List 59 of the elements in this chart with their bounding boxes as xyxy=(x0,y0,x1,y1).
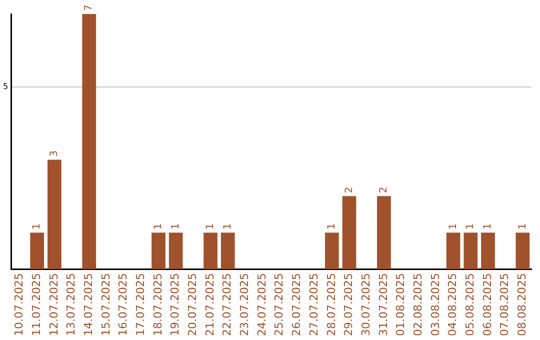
x-tick-label: 01.08.2025 xyxy=(394,273,408,336)
x-tick-label: 28.07.2025 xyxy=(324,273,338,336)
x-tick-label: 07.08.2025 xyxy=(498,273,512,336)
bar xyxy=(377,196,391,270)
x-tick-label: 29.07.2025 xyxy=(342,273,356,336)
x-tick-label: 10.07.2025 xyxy=(12,273,26,336)
bar xyxy=(342,196,356,270)
x-tick-label: 15.07.2025 xyxy=(99,273,112,336)
bar xyxy=(481,232,495,270)
x-tick-label: 06.08.2025 xyxy=(480,273,494,336)
data-label: 1 xyxy=(465,223,476,230)
x-tick-label: 27.07.2025 xyxy=(307,273,320,336)
x-tick-label: 14.07.2025 xyxy=(82,273,95,336)
x-tick-label: 22.07.2025 xyxy=(220,273,234,336)
bar xyxy=(516,232,530,270)
y-tick-label: 5 xyxy=(2,82,8,91)
x-tick-label: 19.07.2025 xyxy=(168,273,182,336)
bar xyxy=(324,232,339,270)
data-label: 1 xyxy=(153,223,164,230)
data-label: 7 xyxy=(84,4,95,11)
x-tick-label: 25.07.2025 xyxy=(272,273,286,336)
data-label: 1 xyxy=(517,223,528,230)
bar xyxy=(152,232,166,270)
x-tick-label: 11.07.2025 xyxy=(30,273,43,336)
x-tick-label: 23.07.2025 xyxy=(238,273,252,336)
x-tick-label: 12.07.2025 xyxy=(47,273,60,336)
data-label: 1 xyxy=(205,223,216,230)
bar xyxy=(220,232,235,270)
bar xyxy=(82,14,96,270)
x-tick-label: 17.07.2025 xyxy=(134,273,148,336)
x-tick-label: 08.08.2025 xyxy=(516,273,529,336)
bar xyxy=(30,232,44,270)
data-label: 1 xyxy=(326,223,338,230)
x-tick-label: 30.07.2025 xyxy=(359,273,372,336)
data-label: 1 xyxy=(222,223,234,230)
x-tick-label: 02.08.2025 xyxy=(411,273,424,336)
x-tick-label: 21.07.2025 xyxy=(203,273,216,336)
bar xyxy=(48,160,62,270)
x-tick-label: 05.08.2025 xyxy=(464,273,476,336)
x-tick-label: 26.07.2025 xyxy=(290,273,304,336)
data-label: 2 xyxy=(344,186,355,194)
bar xyxy=(446,232,460,270)
x-tick-label: 20.07.2025 xyxy=(186,273,200,336)
bar xyxy=(464,232,478,270)
data-label: 1 xyxy=(482,223,494,230)
data-label: 1 xyxy=(170,223,182,230)
x-tick-label: 16.07.2025 xyxy=(116,273,130,336)
bar xyxy=(168,232,183,270)
x-tick-label: 03.08.2025 xyxy=(428,273,442,336)
data-label: 1 xyxy=(32,223,43,230)
x-tick-label: 24.07.2025 xyxy=(255,273,268,336)
data-label: 2 xyxy=(378,186,390,194)
data-label: 3 xyxy=(49,150,60,157)
x-tick-label: 18.07.2025 xyxy=(151,273,164,336)
x-tick-label: 31.07.2025 xyxy=(376,273,390,336)
data-label: 1 xyxy=(448,223,459,230)
x-tick-label: 13.07.2025 xyxy=(64,273,78,336)
bar xyxy=(204,232,218,270)
x-tick-label: 04.08.2025 xyxy=(446,273,460,336)
